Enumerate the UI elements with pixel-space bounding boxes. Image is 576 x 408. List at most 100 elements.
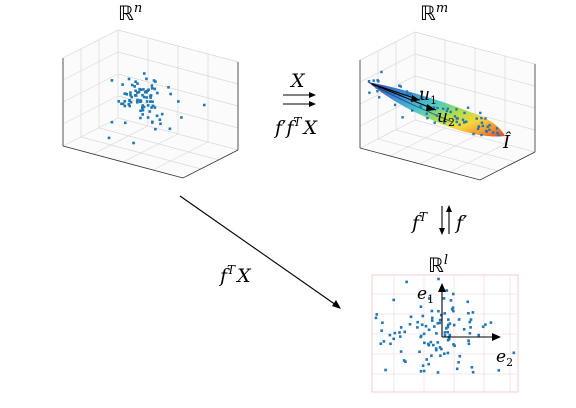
scatter-point xyxy=(142,105,146,109)
scatter-point xyxy=(154,127,157,131)
scatter-point xyxy=(449,299,453,302)
map-ffx-label: f′fT X xyxy=(273,115,318,139)
scatter-point xyxy=(136,82,139,85)
cube-rm-plot xyxy=(359,31,536,181)
scatter-point xyxy=(419,370,423,373)
scatter-point xyxy=(429,340,433,344)
scatter-point xyxy=(481,325,485,329)
scatter-point xyxy=(375,86,378,89)
scatter-point xyxy=(403,330,406,334)
cube-rm-points xyxy=(367,70,500,137)
scatter-point xyxy=(180,116,183,119)
scatter-point xyxy=(154,80,157,83)
scatter-point xyxy=(430,319,434,322)
scatter-point xyxy=(440,313,443,317)
scatter-point xyxy=(409,92,412,96)
scatter-point xyxy=(420,323,424,326)
scatter-point xyxy=(468,332,472,335)
scatter-point xyxy=(401,116,404,119)
scatter-point xyxy=(142,88,145,91)
scatter-point xyxy=(142,95,146,99)
scatter-point xyxy=(107,136,111,140)
cube-rn-plot xyxy=(62,29,239,179)
scatter-point xyxy=(110,79,114,82)
space-rn-label: ℝn xyxy=(118,1,142,25)
scatter-point xyxy=(495,127,499,130)
scatter-point xyxy=(488,128,491,131)
scatter-point xyxy=(110,120,114,124)
scatter-point xyxy=(437,309,440,313)
scatter-point xyxy=(465,120,468,123)
scatter-point xyxy=(488,124,491,127)
scatter-point xyxy=(145,96,148,99)
scatter-point xyxy=(431,316,434,320)
scatter-point xyxy=(467,342,471,346)
scatter-point xyxy=(458,354,462,358)
map-fprime-label: f′ xyxy=(454,212,468,234)
scatter-point xyxy=(380,70,383,74)
scatter-point xyxy=(136,98,139,102)
scatter-point xyxy=(456,117,459,120)
scatter-point xyxy=(137,90,141,94)
scatter-point xyxy=(129,100,133,104)
scatter-point xyxy=(491,131,495,134)
scatter-point xyxy=(203,103,206,107)
scatter-point xyxy=(446,107,449,110)
scatter-point xyxy=(151,121,154,124)
scatter-point xyxy=(159,122,162,126)
scatter-point xyxy=(471,311,475,314)
scatter-point xyxy=(422,332,426,336)
scatter-point xyxy=(169,92,172,96)
scatter-point xyxy=(434,347,438,350)
scatter-point xyxy=(457,361,460,364)
scatter-point xyxy=(134,80,137,83)
scatter-point xyxy=(130,95,133,99)
scatter-point xyxy=(435,114,438,117)
plane-rl-points xyxy=(374,277,516,374)
scatter-point xyxy=(398,331,401,334)
scatter-point xyxy=(388,90,391,94)
scatter-point xyxy=(486,125,489,128)
scatter-point xyxy=(425,112,428,115)
scatter-point xyxy=(145,100,149,103)
scatter-point xyxy=(436,106,439,110)
scatter-point xyxy=(418,350,421,354)
scatter-point xyxy=(419,305,423,308)
scatter-point xyxy=(467,312,470,315)
scatter-point xyxy=(443,334,447,337)
scatter-point xyxy=(457,318,461,321)
cube-rn-points xyxy=(107,72,206,145)
scatter-point xyxy=(469,326,472,329)
scatter-point xyxy=(484,117,487,120)
scatter-point xyxy=(480,133,483,137)
scatter-point xyxy=(404,360,407,363)
e2-label: e2 xyxy=(496,347,513,369)
scatter-point xyxy=(452,343,455,346)
scatter-point xyxy=(455,108,458,111)
scatter-point xyxy=(139,116,142,120)
scatter-point xyxy=(421,364,425,367)
map-arrows-top xyxy=(283,92,316,107)
scatter-point xyxy=(123,104,127,108)
scatter-point xyxy=(484,323,487,326)
scatter-point xyxy=(146,104,150,107)
scatter-point xyxy=(149,100,152,103)
scatter-point xyxy=(151,104,155,108)
scatter-point xyxy=(440,347,443,351)
scatter-point xyxy=(168,127,172,131)
scatter-point xyxy=(379,342,383,345)
scatter-point xyxy=(136,101,139,104)
scatter-point xyxy=(146,116,150,119)
scatter-point xyxy=(128,104,131,108)
scatter-point xyxy=(443,312,446,315)
scatter-point xyxy=(450,308,454,311)
scatter-point xyxy=(120,102,123,106)
scatter-point xyxy=(425,358,428,361)
scatter-point xyxy=(155,114,159,118)
scatter-point xyxy=(469,318,473,321)
scatter-point xyxy=(381,321,384,324)
scatter-point xyxy=(472,132,475,136)
scatter-point xyxy=(461,118,465,121)
scatter-point xyxy=(497,134,500,137)
